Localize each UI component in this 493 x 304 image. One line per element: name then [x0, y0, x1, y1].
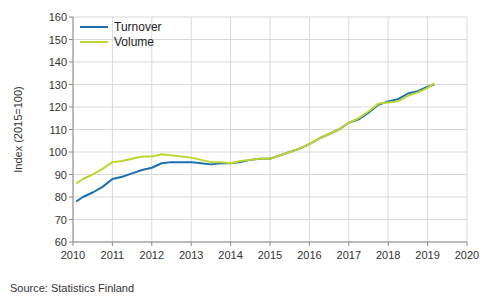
axis-title: Index (2015=100) — [12, 86, 24, 173]
tick — [112, 242, 113, 246]
tick — [69, 84, 73, 85]
tick — [69, 152, 73, 153]
grid-line — [467, 17, 468, 242]
tick — [348, 242, 349, 246]
grid-line — [151, 17, 152, 242]
tick-label: 2013 — [179, 249, 203, 261]
tick-label: 60 — [55, 236, 67, 248]
grid-line — [348, 17, 349, 242]
tick — [151, 242, 152, 246]
grid-line — [230, 17, 231, 242]
tick — [270, 242, 271, 246]
grid-line — [191, 17, 192, 242]
legend-swatch — [80, 41, 108, 43]
tick-label: 70 — [55, 214, 67, 226]
legend-label: Turnover — [114, 20, 162, 34]
tick — [69, 107, 73, 108]
tick-label: 2016 — [297, 249, 321, 261]
series-line — [76, 85, 434, 202]
tick — [427, 242, 428, 246]
legend-swatch — [80, 26, 108, 28]
tick-label: 120 — [49, 101, 67, 113]
tick — [73, 242, 74, 246]
axis-line — [73, 17, 74, 242]
tick — [69, 174, 73, 175]
tick-label: 150 — [49, 34, 67, 46]
tick — [69, 219, 73, 220]
tick-label: 2014 — [218, 249, 242, 261]
tick-label: 2019 — [415, 249, 439, 261]
tick — [69, 197, 73, 198]
tick — [309, 242, 310, 246]
tick — [388, 242, 389, 246]
tick — [230, 242, 231, 246]
tick-label: 2017 — [337, 249, 361, 261]
grid-line — [388, 17, 389, 242]
tick-label: 80 — [55, 191, 67, 203]
tick — [467, 242, 468, 246]
tick-label: 100 — [49, 146, 67, 158]
tick-label: 90 — [55, 169, 67, 181]
tick-label: 2018 — [376, 249, 400, 261]
tick-label: 2011 — [101, 249, 125, 261]
tick — [69, 17, 73, 18]
grid-line — [112, 17, 113, 242]
tick-label: 110 — [49, 124, 67, 136]
tick — [69, 242, 73, 243]
series-line — [76, 83, 434, 183]
tick-label: 2020 — [455, 249, 479, 261]
tick-label: 2010 — [61, 249, 85, 261]
tick — [69, 129, 73, 130]
grid-line — [73, 17, 74, 242]
grid-line — [427, 17, 428, 242]
tick-label: 160 — [49, 11, 67, 23]
tick-label: 2015 — [258, 249, 282, 261]
tick-label: 140 — [49, 56, 67, 68]
tick — [69, 62, 73, 63]
source: Source: Statistics Finland — [10, 282, 134, 294]
tick-label: 130 — [49, 79, 67, 91]
tick — [191, 242, 192, 246]
grid-line — [309, 17, 310, 242]
grid-line — [270, 17, 271, 242]
tick-label: 2012 — [140, 249, 164, 261]
plot-area — [76, 83, 434, 201]
chart: 60 70 80 90 100 110 120 130 140 150 160 2010 2011 201… — [0, 0, 493, 304]
legend-label: Volume — [114, 35, 154, 49]
tick — [69, 39, 73, 40]
grid-line — [73, 242, 467, 243]
axis-line — [73, 242, 467, 243]
